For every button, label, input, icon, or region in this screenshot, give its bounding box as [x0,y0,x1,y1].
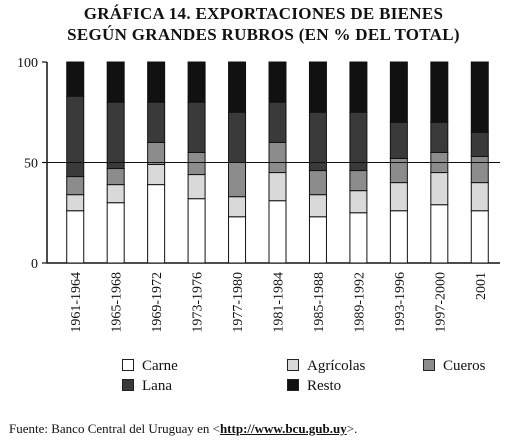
bar-segment-carne [106,202,125,264]
bar-segment-agrcolas [470,182,489,212]
bar-segment-cueros [187,151,206,176]
bar-segment-agrcolas [268,172,287,202]
x-tick-label: 1997-2000 [433,272,448,333]
legend-item-carne: Carne [122,357,178,375]
legend-swatch-lana [122,379,134,391]
bar-segment-carne [228,216,247,264]
bar-segment-resto [268,61,287,103]
bar-segment-lana [228,111,247,163]
bar-segment-cueros [308,170,327,196]
chart-subtitle: SEGÚN GRANDES RUBROS (EN % DEL TOTAL) [67,25,460,44]
legend-swatch-carne [122,359,134,371]
x-tick-label: 1973-1976 [191,272,206,333]
x-tick-label: 1989-1992 [352,272,367,333]
bar-segment-lana [268,101,287,143]
bar-segment-carne [430,204,449,264]
legend-item-agricolas: Agrícolas [287,357,365,375]
bar-segment-agrcolas [349,190,368,214]
legend-item-lana: Lana [122,377,172,395]
bar-segment-resto [106,61,125,103]
y-tick-label: 100 [17,56,38,71]
legend-label-cueros: Cueros [443,358,486,374]
x-tick-label: 1961-1964 [69,272,84,333]
bar-segment-cueros [470,155,489,184]
bar-segment-carne [147,184,166,264]
source-link[interactable]: http://www.bcu.gub.uy [219,421,347,436]
y-tick-label: 0 [31,257,38,272]
source-note: Fuente: Banco Central del Uruguay en <ht… [9,421,357,437]
source-suffix: >. [346,421,358,436]
bar-segment-carne [349,212,368,264]
bar-segment-resto [187,61,206,103]
legend-item-resto: Resto [287,377,341,395]
bar-segment-lana [389,121,408,159]
bar-segment-resto [389,61,408,123]
bar-segment-lana [187,101,206,153]
bar-segment-agrcolas [187,174,206,200]
x-tick-label: 1985-1988 [312,272,327,333]
bar-segment-agrcolas [66,194,85,212]
bar-segment-cueros [268,141,287,174]
legend-item-cueros: Cueros [423,357,486,375]
bar-segment-cueros [147,141,166,166]
source-prefix: Fuente: Banco Central del Uruguay en < [9,421,220,436]
bar-segment-carne [470,210,489,264]
bar-segment-cueros [106,168,125,186]
x-tick-label: 1969-1972 [150,272,165,333]
x-tick-label: 1965-1968 [110,272,125,333]
bar-segment-carne [268,200,287,264]
bar-segment-agrcolas [389,182,408,212]
x-tick-label: 2001 [474,272,489,300]
bar-segment-resto [470,61,489,133]
x-tick-label: 1981-1984 [272,272,287,333]
bar-segment-resto [349,61,368,113]
bar-segment-agrcolas [308,194,327,218]
bar-segment-carne [308,216,327,264]
bar-segment-cueros [66,176,85,196]
bar-segment-carne [389,210,408,264]
bar-segment-carne [187,198,206,264]
bar-segment-agrcolas [147,164,166,186]
legend-label-carne: Carne [142,358,178,374]
bar-segment-lana [66,95,85,178]
bar-segment-lana [470,131,489,157]
legend-label-lana: Lana [142,378,172,394]
bar-segment-lana [147,101,166,143]
bar-segment-agrcolas [228,196,247,218]
bar-segment-lana [349,111,368,172]
bar-segment-resto [228,61,247,113]
chart-title: GRÁFICA 14. EXPORTACIONES DE BIENES [83,4,444,23]
y-tick-label: 50 [24,157,38,172]
bar-segment-resto [308,61,327,113]
bar-segment-agrcolas [430,172,449,206]
x-tick-label: 1993-1996 [393,272,408,333]
bar-segment-lana [430,121,449,153]
bar-segment-agrcolas [106,184,125,204]
legend-swatch-resto [287,379,299,391]
bar-segment-lana [308,111,327,172]
bar-segment-cueros [228,162,247,198]
bar-segment-resto [66,61,85,97]
legend-swatch-cueros [423,359,435,371]
bar-segment-lana [106,101,125,170]
legend-label-agricolas: Agrícolas [307,358,366,374]
bar-segment-resto [430,61,449,123]
legend-label-resto: Resto [307,378,342,394]
bar-segment-carne [66,210,85,264]
bar-segment-cueros [349,170,368,192]
x-tick-label: 1977-1980 [231,272,246,333]
legend-swatch-agricolas [287,359,299,371]
bar-segment-resto [147,61,166,103]
